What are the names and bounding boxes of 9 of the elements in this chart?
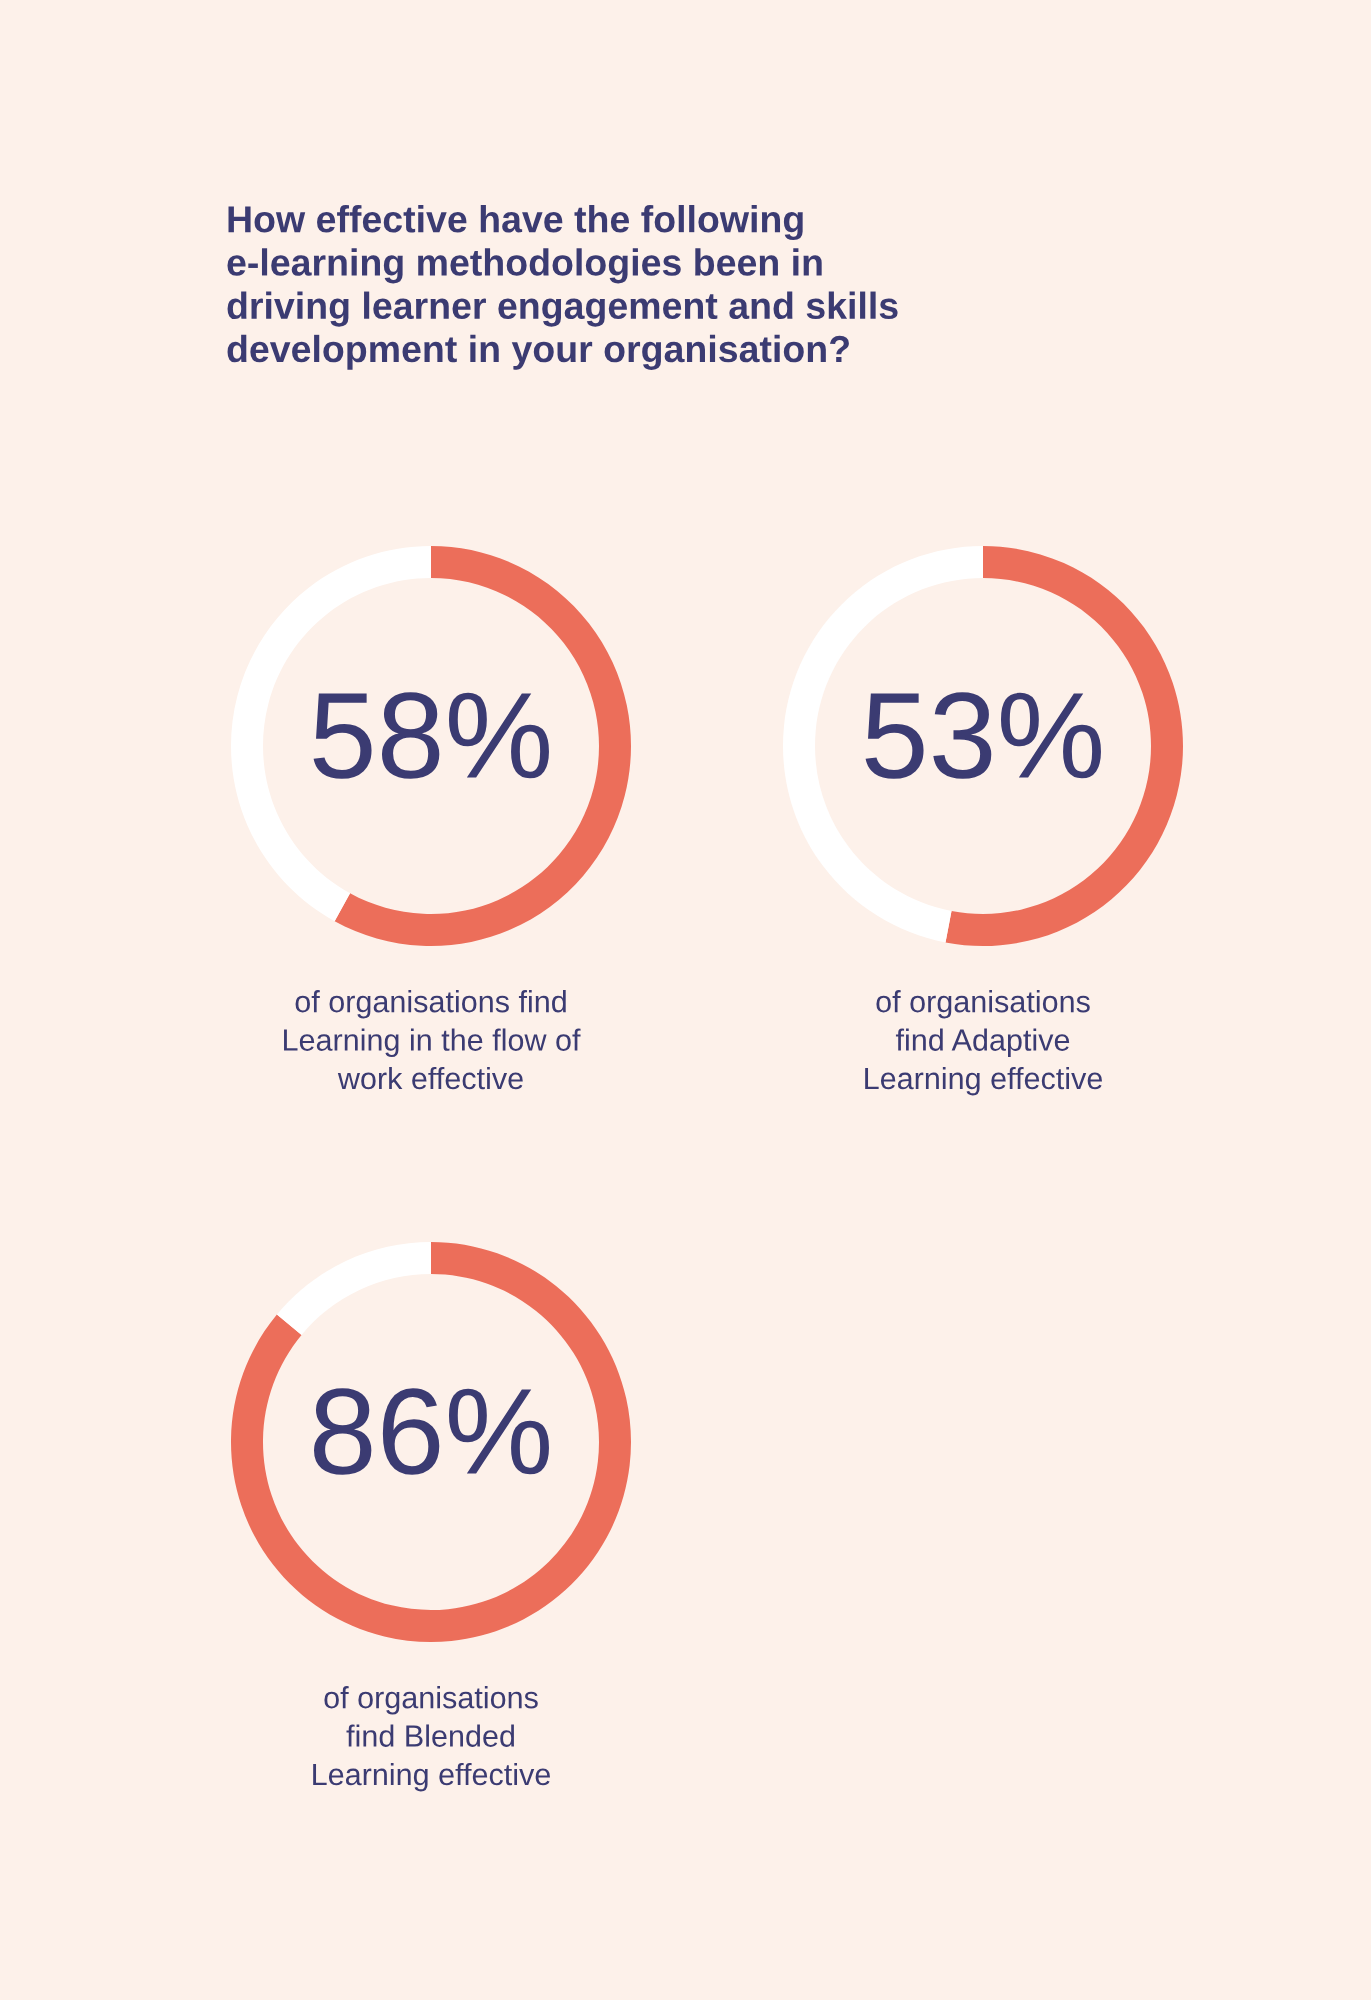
- chart-title: How effective have the following e-learning methodologies been in driving learner engagement and skills development in your organisation?: [227, 205, 898, 370]
- donut-slice: [231, 1242, 631, 1642]
- donut-slice: [276, 1242, 431, 1335]
- data-label: 53%: [865, 692, 1101, 779]
- text: of organisations find Adaptive Learning effective: [865, 990, 1102, 1096]
- text: of organisations find Learning in the flow of work effective: [284, 990, 581, 1090]
- data-label: 86%: [314, 1388, 549, 1475]
- data-label: 58%: [313, 692, 549, 779]
- text: of organisations find Blended Learning effective: [313, 1686, 550, 1792]
